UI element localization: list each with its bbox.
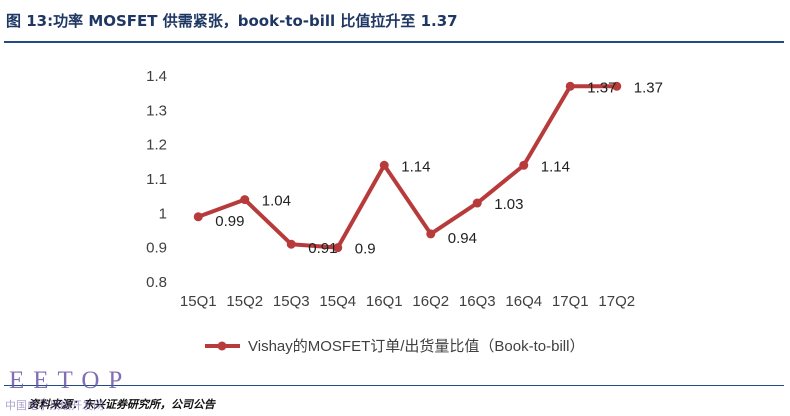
bottom-rule bbox=[4, 385, 784, 386]
source-note: 资料来源：东兴证券研究所，公司公告 bbox=[28, 398, 215, 411]
y-tick-label: 1.3 bbox=[146, 102, 167, 119]
data-label: 1.14 bbox=[541, 158, 570, 175]
data-point bbox=[519, 160, 529, 170]
legend: Vishay的MOSFET订单/出货量比值（Book-to-bill） bbox=[205, 338, 584, 355]
data-label: 0.99 bbox=[215, 213, 244, 230]
figure-title: 图 13:功率 MOSFET 供需紧张，book-to-bill 比值拉升至 1… bbox=[6, 12, 458, 30]
y-tick-label: 1.2 bbox=[146, 137, 167, 154]
x-tick-label: 15Q3 bbox=[273, 293, 310, 310]
y-tick-label: 1.4 bbox=[146, 68, 167, 85]
data-label: 1.37 bbox=[634, 79, 663, 96]
data-labels: 0.99 1.04 0.91 0.9 1.14 0.94 1.03 1.14 1.37 1.37 bbox=[215, 79, 663, 257]
series-group bbox=[193, 81, 622, 253]
y-tick-label: 0.9 bbox=[146, 240, 167, 257]
x-tick-label: 17Q2 bbox=[598, 293, 635, 310]
legend-label: Vishay的MOSFET订单/出货量比值（Book-to-bill） bbox=[248, 338, 584, 355]
y-axis: 0.8 0.9 1 1.1 1.2 1.3 1.4 bbox=[146, 68, 167, 291]
x-tick-label: 16Q1 bbox=[366, 293, 403, 310]
data-point bbox=[472, 198, 482, 208]
x-tick-label: 15Q1 bbox=[180, 293, 217, 310]
x-tick-label: 16Q2 bbox=[412, 293, 449, 310]
y-tick-label: 0.8 bbox=[146, 274, 167, 291]
x-tick-label: 16Q4 bbox=[505, 293, 542, 310]
data-label: 1.03 bbox=[494, 196, 523, 213]
data-label: 0.91 bbox=[308, 240, 337, 257]
data-point bbox=[379, 160, 389, 170]
x-tick-label: 17Q1 bbox=[552, 293, 589, 310]
data-point bbox=[426, 229, 436, 239]
data-point bbox=[240, 195, 250, 205]
watermark-logo: EETOP bbox=[9, 367, 132, 394]
data-label: 1.14 bbox=[401, 158, 430, 175]
x-tick-label: 15Q2 bbox=[226, 293, 263, 310]
y-tick-label: 1.1 bbox=[146, 171, 167, 188]
legend-marker bbox=[217, 341, 227, 351]
data-label: 1.37 bbox=[587, 79, 616, 96]
watermark-subtitle: 中国电子顶级开发网 bbox=[5, 399, 104, 412]
data-label: 1.04 bbox=[262, 193, 291, 210]
x-axis: 15Q1 15Q2 15Q3 15Q4 16Q1 16Q2 16Q3 16Q4 17Q1 17Q2 bbox=[180, 293, 635, 310]
data-point bbox=[612, 81, 622, 91]
y-tick-label: 1 bbox=[159, 205, 167, 222]
series-line bbox=[197, 84, 617, 250]
x-tick-label: 15Q4 bbox=[319, 293, 356, 310]
data-point bbox=[286, 239, 296, 249]
title-rule bbox=[4, 41, 784, 43]
data-point bbox=[333, 243, 343, 253]
x-tick-label: 16Q3 bbox=[459, 293, 496, 310]
data-point bbox=[565, 81, 575, 91]
data-label: 0.94 bbox=[448, 230, 477, 247]
data-label: 0.9 bbox=[355, 241, 376, 258]
data-point bbox=[193, 212, 203, 222]
